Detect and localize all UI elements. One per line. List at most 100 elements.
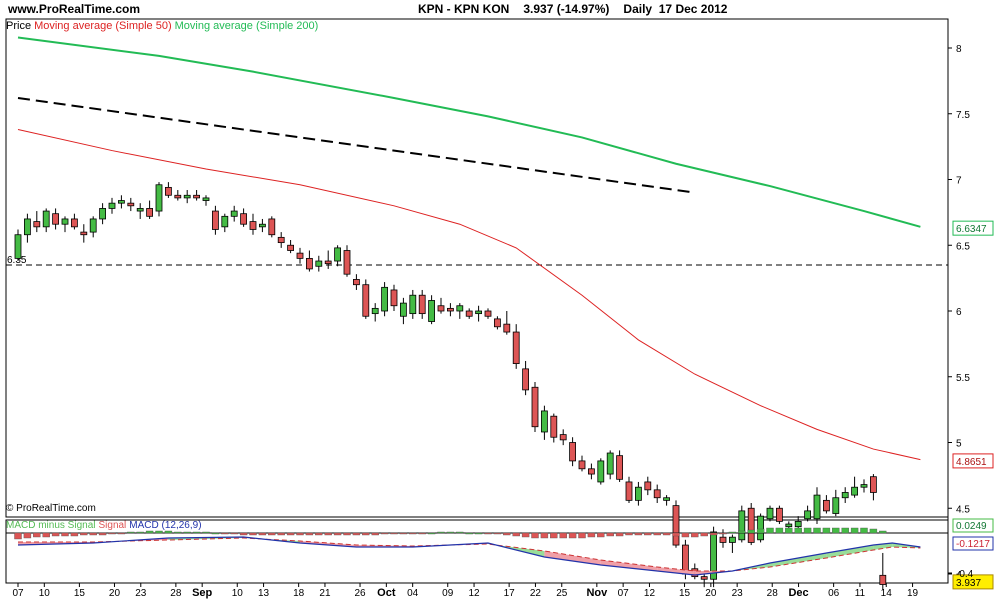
last-price-label-box: [952, 574, 994, 590]
macd-hist-bar: [813, 527, 821, 534]
macd-hist-bar: [850, 527, 859, 534]
price-tick-label: 7: [956, 176, 962, 187]
x-tick-label: 22: [530, 588, 542, 599]
macd-hist-bar: [409, 532, 417, 535]
x-tick-label: 23: [732, 588, 744, 599]
x-tick-label: 14: [881, 588, 893, 599]
macd-value: -0.1217: [956, 539, 990, 550]
macd-hist-bar: [371, 532, 379, 536]
macd-hist-bar: [832, 527, 840, 534]
macd-hist-bar: [192, 531, 201, 534]
macd-hist-bar: [606, 532, 614, 537]
x-tick-label: 13: [258, 588, 270, 599]
macd-tick-label: -0.4: [956, 569, 974, 580]
candle-body: [860, 484, 868, 488]
macd-hist-bar: [315, 532, 323, 536]
macd-hist-bar: [352, 532, 361, 536]
macd-hist-bar: [380, 532, 389, 535]
price-tick-label: 5.5: [956, 373, 970, 384]
candle-body: [136, 208, 144, 212]
candle-body: [851, 486, 858, 496]
price-tick-label: 8: [956, 44, 962, 55]
macd-hist-bar: [785, 527, 793, 534]
macd-hist-bar: [803, 527, 812, 534]
x-tick-label: 11: [855, 588, 866, 599]
candle-body: [578, 460, 586, 470]
symbol-name: KPN - KPN KON: [418, 2, 510, 16]
candle-body: [33, 221, 41, 228]
x-tick-label: 06: [828, 588, 840, 599]
macd-hist-bar: [691, 532, 699, 538]
macd-hist-value: 0.0249: [956, 521, 987, 532]
macd-value-box: [952, 536, 994, 551]
candle-body: [343, 250, 351, 275]
macd-hist-bar: [503, 532, 511, 536]
support-label: 6.35: [7, 255, 27, 266]
candle-body: [390, 289, 398, 307]
price-tick-label: 6.5: [956, 241, 970, 252]
candle-body: [399, 302, 407, 317]
price-tick-label: 4.5: [956, 504, 970, 515]
macd-hist-bar: [568, 532, 577, 539]
macd-hist-bar: [333, 532, 342, 536]
macd-hist-bar: [672, 532, 680, 537]
price-tick-label: 5: [956, 439, 962, 450]
site-name: www.ProRealTime.com: [8, 2, 141, 16]
candle-body: [258, 223, 266, 228]
macd-hist-bar: [221, 532, 229, 535]
macd-hist-bar: [869, 528, 878, 534]
macd-hist-bar: [268, 532, 276, 536]
macd-hist-bar: [202, 531, 210, 534]
macd-hist-bar: [766, 527, 774, 534]
macd-hist-bar: [738, 530, 746, 534]
candle-body: [616, 455, 623, 480]
candle-body: [52, 213, 59, 225]
macd-hist-bar: [437, 531, 445, 534]
candle-body: [183, 194, 191, 199]
candle-body: [362, 284, 370, 317]
macd-hist-bar: [446, 531, 455, 534]
candle-body: [268, 218, 276, 236]
legend-macd-line: MACD (12,26,9): [129, 520, 202, 531]
candle-body: [672, 505, 680, 546]
macd-hist-bar: [634, 532, 643, 536]
candle-body: [14, 234, 22, 259]
macd-hist-bar: [33, 532, 41, 538]
candle-body: [541, 410, 548, 433]
x-tick-label: 07: [12, 588, 24, 599]
candle-body: [418, 294, 426, 315]
candle-body: [174, 194, 182, 199]
macd-hist-bar: [512, 532, 520, 537]
macd-hist-bar: [343, 532, 351, 536]
macd-line: [17, 536, 921, 576]
candle-body: [193, 194, 201, 199]
x-tick-label: 04: [407, 588, 419, 599]
macd-hist-bar: [230, 532, 238, 535]
candle-body: [249, 221, 257, 230]
macd-hist-bar: [98, 532, 107, 536]
x-tick-label: Sep: [192, 587, 212, 599]
candle-body: [334, 247, 342, 262]
candle-body: [823, 499, 830, 512]
x-tick-label: 07: [618, 588, 630, 599]
macd-hist-bar: [756, 528, 765, 534]
x-tick-label: Nov: [586, 587, 608, 599]
candle-body: [729, 536, 736, 543]
macd-hist-bar: [879, 530, 887, 534]
header: www.ProRealTime.com KPN - KPN KON 3.937 (…: [0, 0, 1000, 18]
candle-body: [710, 531, 717, 580]
candle-body: [202, 197, 210, 201]
macd-hist-bar: [747, 529, 755, 534]
candle-body: [305, 257, 313, 270]
macd-hist-bar: [578, 532, 586, 539]
candle-body: [381, 286, 389, 312]
macd-hist-bar: [418, 532, 426, 535]
macd-hist-bar: [296, 532, 304, 536]
macd-hist-bar: [625, 532, 633, 536]
x-tick-label: Dec: [788, 587, 808, 599]
macd-hist-bar: [719, 532, 727, 535]
macd-hist-bar: [493, 532, 502, 535]
macd-hist-bar: [145, 530, 154, 534]
candle-body: [42, 210, 50, 228]
